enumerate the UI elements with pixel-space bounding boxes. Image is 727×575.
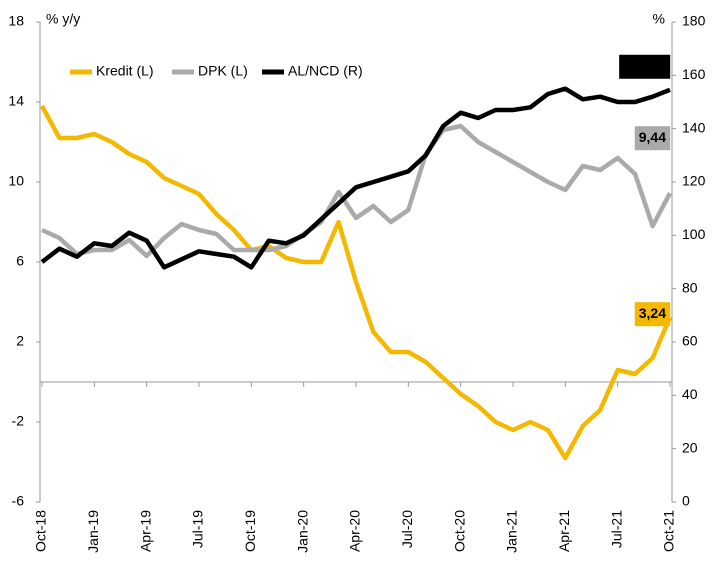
series-line (41, 123, 672, 259)
y-tick-label: 6 (16, 253, 24, 269)
y-tick-label: 18 (8, 13, 24, 29)
y2-tick-label: 160 (682, 66, 706, 82)
series-line (40, 86, 671, 270)
y2-tick-label: 120 (682, 173, 706, 189)
x-tick-label: Oct-20 (451, 510, 467, 552)
x-tick-label: Apr-21 (556, 510, 572, 552)
y2-tick-label: 140 (682, 119, 706, 135)
series-line (40, 104, 673, 461)
x-tick-label: Oct-21 (661, 510, 677, 552)
x-tick-label: Jan-19 (85, 510, 101, 553)
y-tick-label: 14 (8, 93, 24, 109)
end-label: 3,24 (634, 302, 671, 327)
x-tick-label: Jan-20 (294, 510, 310, 553)
y2-axis-label: % (653, 11, 665, 27)
legend-label: DPK (L) (198, 63, 248, 79)
y-tick-label: -2 (12, 413, 25, 429)
y-tick-label: -6 (12, 493, 25, 509)
y2-tick-label: 80 (682, 279, 698, 295)
y2-tick-label: 100 (682, 226, 706, 242)
y-axis-label: % y/y (46, 11, 80, 27)
value-label: 9,44 (639, 129, 666, 145)
x-tick-label: Jul-20 (399, 510, 415, 548)
y2-tick-label: 40 (682, 386, 698, 402)
y2-tick-label: 0 (682, 493, 690, 509)
x-tick-label: Jan-21 (504, 510, 520, 553)
label-box (634, 302, 671, 327)
label-box (634, 126, 671, 151)
x-tick-label: Oct-19 (242, 510, 258, 552)
end-label: 9,44 (634, 126, 671, 151)
x-tick-label: Jul-19 (190, 510, 206, 548)
end-label: 154,59 (619, 54, 671, 79)
label-box (619, 54, 671, 79)
value-label: 154,59 (623, 57, 666, 73)
y2-tick-label: 20 (682, 439, 698, 455)
y2-tick-label: 60 (682, 333, 698, 349)
y-tick-label: 2 (16, 333, 24, 349)
value-label: 3,24 (639, 305, 666, 321)
y2-tick-label: 180 (682, 13, 706, 29)
x-tick-label: Apr-20 (347, 510, 363, 552)
x-tick-label: Oct-18 (33, 510, 49, 552)
y-tick-label: 10 (8, 173, 24, 189)
legend-label: Kredit (L) (96, 63, 154, 79)
x-tick-label: Jul-21 (608, 510, 624, 548)
x-tick-label: Apr-19 (137, 510, 153, 552)
legend-label: AL/NCD (R) (288, 63, 363, 79)
